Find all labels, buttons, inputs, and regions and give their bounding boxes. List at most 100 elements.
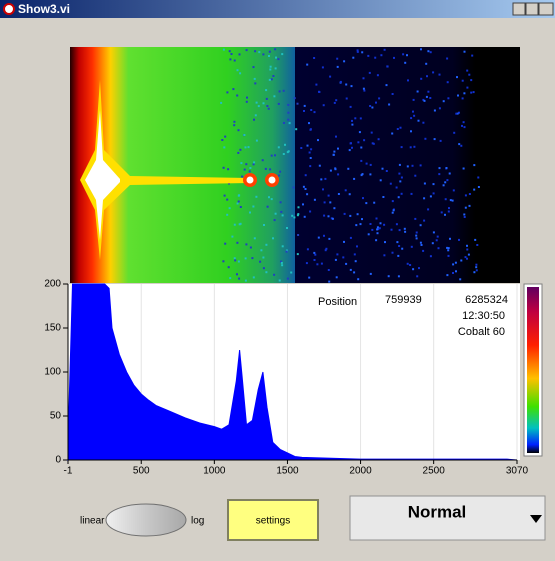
image-speckle bbox=[320, 178, 322, 180]
annotation: 759939 bbox=[385, 294, 422, 306]
scale-toggle[interactable] bbox=[106, 504, 186, 536]
image-speckle bbox=[404, 62, 406, 64]
image-speckle bbox=[420, 164, 422, 166]
image-speckle bbox=[269, 79, 271, 81]
image-speckle bbox=[371, 107, 373, 109]
image-speckle bbox=[434, 138, 436, 140]
image-speckle bbox=[463, 92, 465, 94]
image-speckle bbox=[251, 257, 253, 259]
image-speckle bbox=[439, 107, 441, 109]
image-speckle bbox=[351, 120, 353, 122]
image-speckle bbox=[337, 148, 339, 150]
image-speckle bbox=[477, 177, 479, 179]
image-speckle bbox=[416, 275, 418, 277]
image-speckle bbox=[413, 115, 415, 117]
image-speckle bbox=[402, 53, 404, 55]
image-speckle bbox=[357, 51, 359, 53]
image-speckle bbox=[448, 211, 450, 213]
image-speckle bbox=[310, 109, 312, 111]
image-speckle bbox=[465, 194, 467, 196]
annotation: 12:30:50 bbox=[462, 310, 505, 322]
image-speckle bbox=[360, 223, 362, 225]
image-speckle bbox=[424, 100, 426, 102]
x-tick-label: 3070 bbox=[506, 466, 529, 477]
image-speckle bbox=[231, 236, 233, 238]
image-peak-core bbox=[269, 177, 276, 184]
annotation: Position bbox=[318, 296, 357, 308]
image-speckle bbox=[268, 108, 270, 110]
image-speckle bbox=[457, 95, 459, 97]
image-speckle bbox=[288, 150, 290, 152]
image-speckle bbox=[239, 149, 241, 151]
image-speckle bbox=[346, 98, 348, 100]
image-speckle bbox=[297, 234, 299, 236]
image-speckle bbox=[287, 104, 289, 106]
image-speckle bbox=[396, 187, 398, 189]
image-speckle bbox=[336, 58, 338, 60]
image-speckle bbox=[447, 81, 449, 83]
image-speckle bbox=[323, 215, 325, 217]
image-speckle bbox=[323, 104, 325, 106]
image-speckle bbox=[255, 196, 257, 198]
image-speckle bbox=[393, 209, 395, 211]
image-speckle bbox=[475, 266, 477, 268]
image-speckle bbox=[226, 91, 228, 93]
image-speckle bbox=[360, 160, 362, 162]
image-speckle bbox=[464, 216, 466, 218]
image-speckle bbox=[308, 122, 310, 124]
image-speckle bbox=[328, 269, 330, 271]
image-speckle bbox=[470, 79, 472, 81]
image-speckle bbox=[290, 272, 292, 274]
image-speckle bbox=[448, 255, 450, 257]
image-speckle bbox=[443, 100, 445, 102]
image-speckle bbox=[423, 220, 425, 222]
annotation: Cobalt 60 bbox=[458, 326, 505, 338]
image-speckle bbox=[274, 219, 276, 221]
image-speckle bbox=[237, 69, 239, 71]
image-speckle bbox=[245, 243, 247, 245]
window: Show3.vi -150010001500200025003070050100… bbox=[0, 0, 555, 556]
image-speckle bbox=[319, 165, 321, 167]
image-speckle bbox=[252, 206, 254, 208]
image-speckle bbox=[256, 102, 258, 104]
image-speckle bbox=[430, 195, 432, 197]
image-speckle bbox=[370, 223, 372, 225]
image-speckle bbox=[438, 173, 440, 175]
image-speckle bbox=[447, 97, 449, 99]
image-speckle bbox=[465, 207, 467, 209]
image-speckle bbox=[281, 53, 283, 55]
image-speckle bbox=[369, 72, 371, 74]
image-speckle bbox=[345, 263, 347, 265]
image-speckle bbox=[284, 144, 286, 146]
image-speckle bbox=[361, 51, 363, 53]
image-speckle bbox=[305, 188, 307, 190]
image-speckle bbox=[386, 170, 388, 172]
image-speckle bbox=[318, 237, 320, 239]
image-speckle bbox=[421, 244, 423, 246]
image-speckle bbox=[413, 99, 415, 101]
image-speckle bbox=[360, 147, 362, 149]
image-speckle bbox=[300, 147, 302, 149]
image-speckle bbox=[233, 124, 235, 126]
image-speckle bbox=[294, 97, 296, 99]
image-speckle bbox=[388, 104, 390, 106]
image-speckle bbox=[429, 97, 431, 99]
app-icon bbox=[4, 4, 14, 14]
minimize-button[interactable] bbox=[513, 3, 525, 15]
image-speckle bbox=[362, 173, 364, 175]
maximize-button[interactable] bbox=[526, 3, 538, 15]
image-speckle bbox=[448, 247, 450, 249]
image-speckle bbox=[229, 207, 231, 209]
image-speckle bbox=[407, 165, 409, 167]
image-speckle bbox=[410, 130, 412, 132]
y-tick-label: 100 bbox=[44, 367, 61, 378]
image-speckle bbox=[414, 175, 416, 177]
image-speckle bbox=[313, 252, 315, 254]
close-button[interactable] bbox=[539, 3, 553, 15]
image-speckle bbox=[265, 271, 267, 273]
image-speckle bbox=[353, 178, 355, 180]
image-speckle bbox=[386, 65, 388, 67]
image-speckle bbox=[371, 132, 373, 134]
image-speckle bbox=[340, 81, 342, 83]
image-speckle bbox=[275, 57, 277, 59]
